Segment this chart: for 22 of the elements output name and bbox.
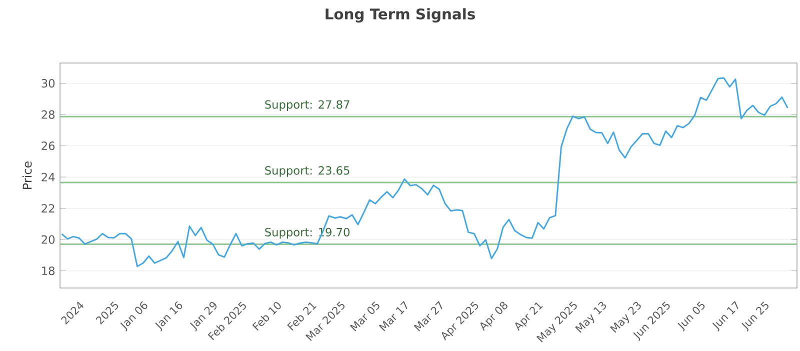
x-tick-label: Jan 06 [120, 301, 148, 332]
x-tick-label: Apr 21 [515, 302, 543, 331]
y-tick-label: 20 [42, 235, 55, 244]
x-tick-label: Jun 25 [742, 301, 768, 332]
y-tick-label: 24 [42, 172, 55, 182]
y-tick-label: 30 [42, 79, 55, 88]
x-tick-label: Mar 27 [414, 301, 442, 332]
x-tick-label: Jun 05 [678, 301, 705, 332]
y-tick-label: 28 [42, 110, 55, 119]
x-tick-label: Jan 16 [155, 301, 182, 332]
x-tick-label: Feb 10 [252, 302, 281, 331]
y-tick-label: 18 [42, 266, 55, 276]
y-tick-label: 22 [42, 204, 54, 213]
ref-line-label: Support: 23.65 [265, 166, 350, 177]
ref-line-label: Support: 27.87 [265, 100, 350, 112]
y-tick-label: 26 [42, 142, 55, 150]
x-tick-label: Mar 05 [350, 301, 380, 332]
y-axis-title: Price [22, 162, 32, 189]
chart-title: Long Term Signals [326, 8, 475, 22]
x-tick-label: Jun 17 [712, 300, 738, 332]
x-tick-label: Apr 08 [480, 302, 508, 331]
x-tick-label: Mar 17 [378, 300, 408, 332]
